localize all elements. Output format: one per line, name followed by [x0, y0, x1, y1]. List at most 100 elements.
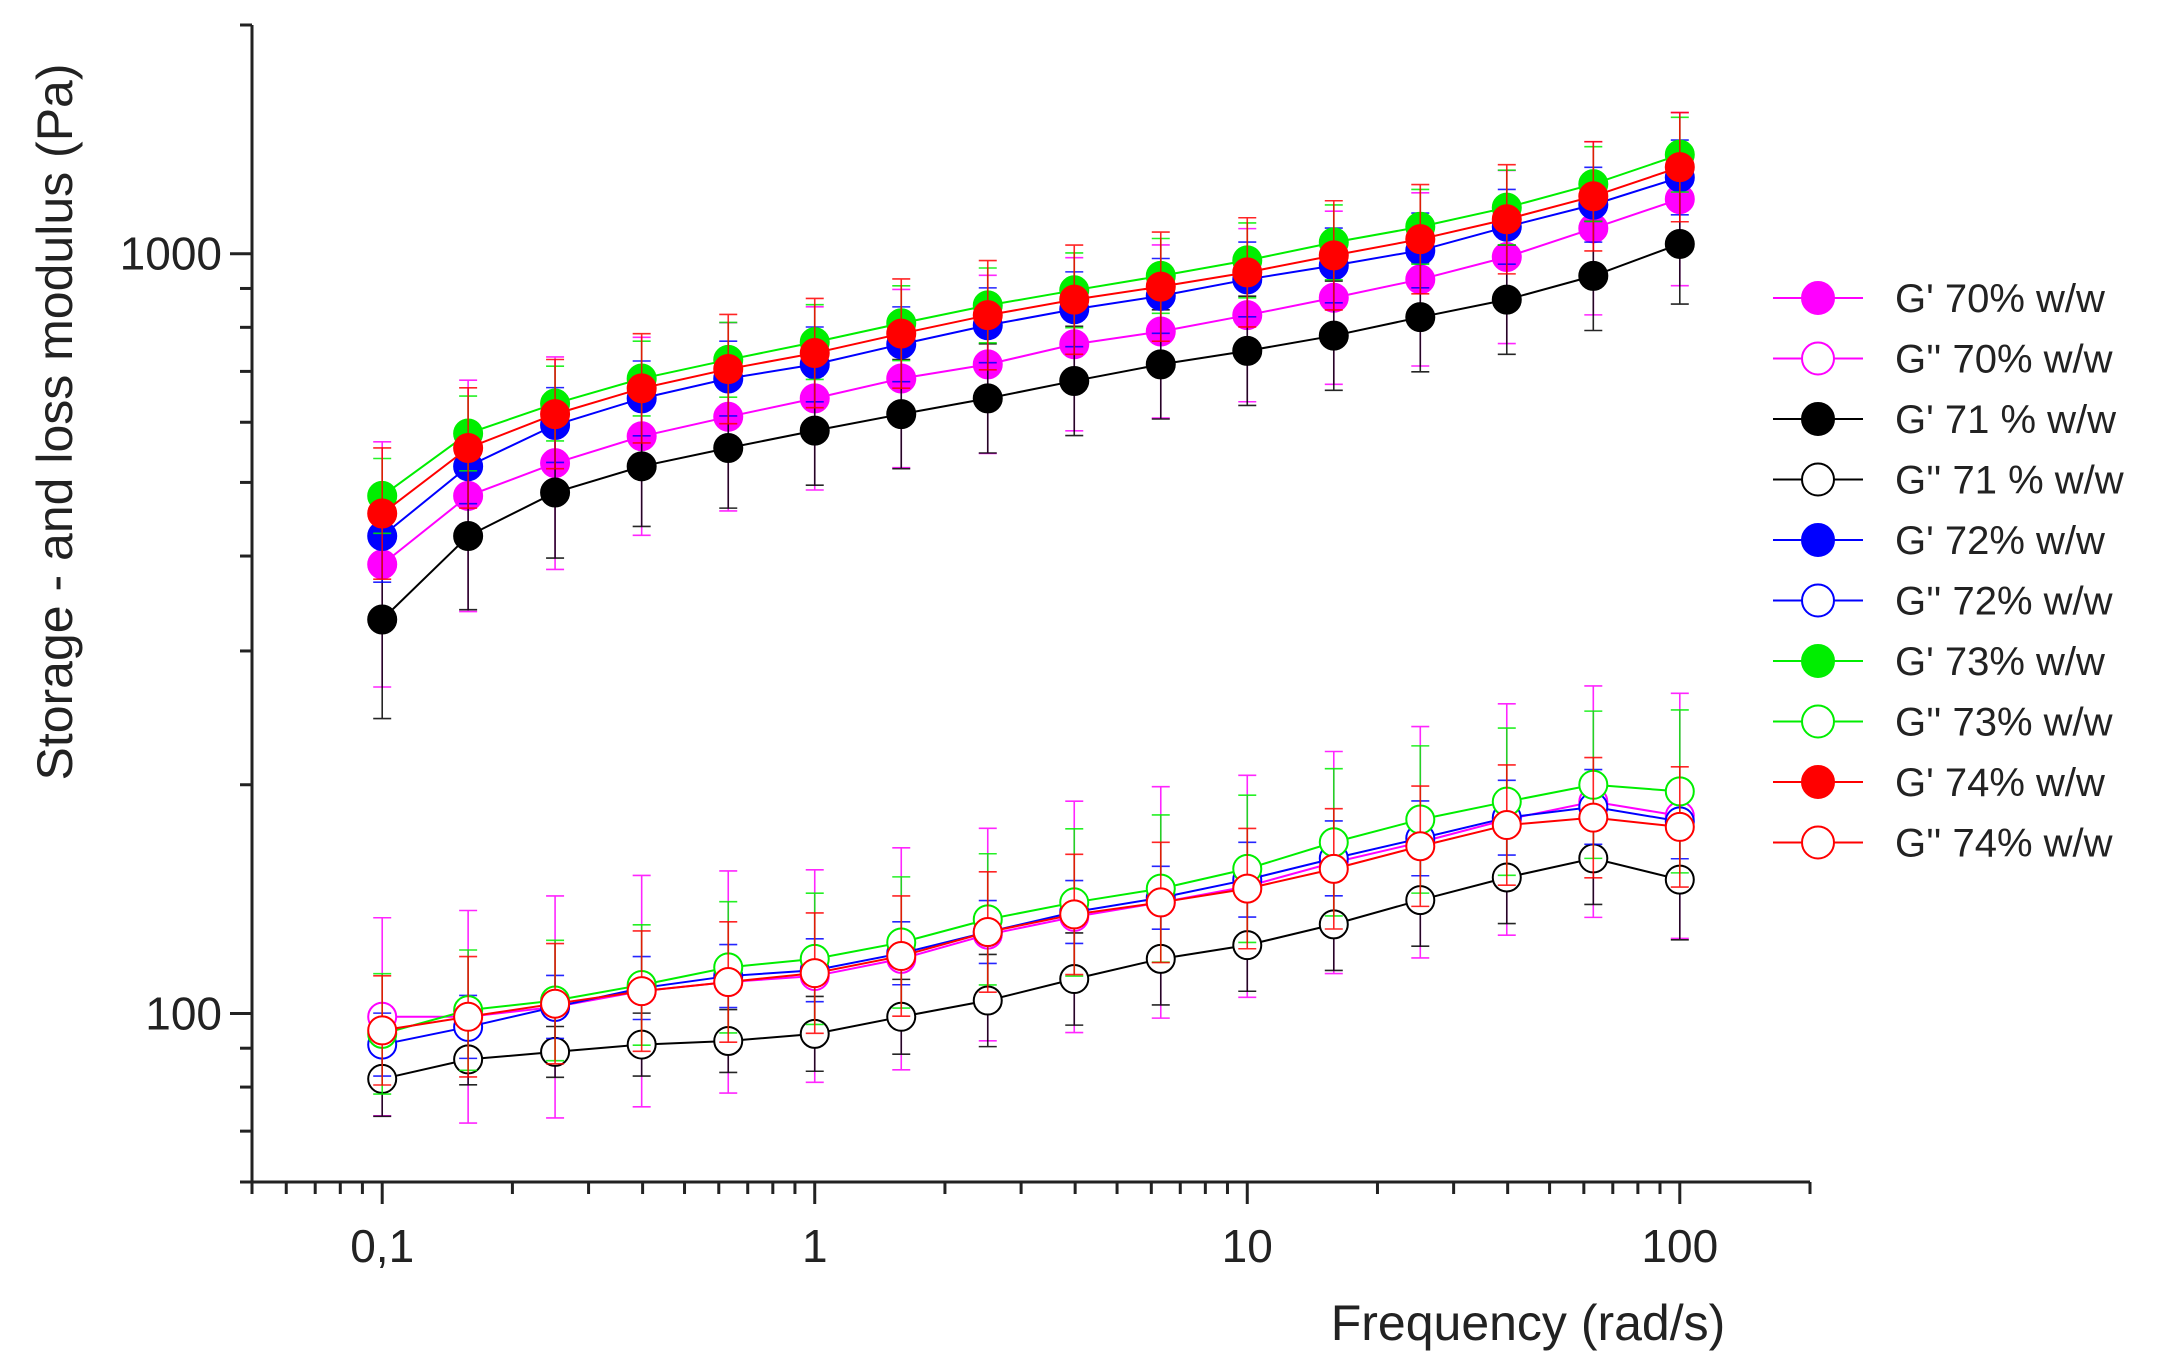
data-point	[1491, 810, 1522, 841]
legend-label: G'' 71 % w/w	[1895, 459, 2124, 503]
series-line	[381, 153, 1681, 497]
series-line	[382, 816, 1680, 1032]
legend-marker	[1801, 523, 1835, 557]
series-7	[367, 709, 1695, 1095]
series-line	[381, 198, 1681, 566]
legend-marker	[1801, 341, 1835, 376]
data-point	[886, 399, 917, 430]
axes: 0,1 1 10 100 100 1000	[120, 23, 1812, 1272]
legend-marker	[1801, 765, 1835, 799]
data-point	[799, 415, 830, 446]
data-point	[626, 373, 657, 404]
data-point	[713, 967, 744, 998]
y-axis-title: Storage - and loss modulus (Pa)	[27, 63, 83, 780]
x-axis-title: Frequency (rad/s)	[1331, 1295, 1726, 1351]
data-point	[799, 338, 830, 369]
data-point	[1145, 349, 1176, 380]
data-point	[540, 988, 571, 1019]
legend-item: G'' 73% w/w	[1773, 701, 2113, 745]
data-point	[972, 383, 1003, 414]
data-point	[453, 1001, 484, 1032]
data-point	[799, 958, 830, 989]
data-point	[540, 477, 571, 508]
data-point	[1232, 257, 1263, 288]
data-point	[1232, 873, 1263, 904]
legend-label: G' 74% w/w	[1895, 761, 2105, 805]
series-line	[381, 176, 1681, 537]
data-point	[886, 941, 917, 972]
data-point	[972, 916, 1003, 947]
data-point	[1491, 284, 1522, 315]
series-9	[367, 756, 1695, 1086]
data-point	[1318, 240, 1349, 271]
data-point	[1405, 302, 1436, 333]
data-point	[453, 521, 484, 552]
legend-label: G' 73% w/w	[1895, 640, 2105, 684]
x-tick-label: 1	[802, 1220, 828, 1272]
data-point	[626, 976, 657, 1007]
legend-marker	[1801, 825, 1835, 860]
data-point	[1405, 224, 1436, 255]
legend-label: G'' 73% w/w	[1895, 701, 2113, 745]
data-point	[1318, 853, 1349, 884]
legend-marker	[1801, 644, 1835, 678]
data-point	[1059, 284, 1090, 315]
legend-label: G' 70% w/w	[1895, 277, 2105, 321]
y-tick-label: 1000	[120, 228, 222, 280]
data-point	[886, 318, 917, 349]
x-tick-label: 10	[1222, 1220, 1273, 1272]
legend-label: G' 72% w/w	[1895, 519, 2105, 563]
legend-item: G'' 70% w/w	[1773, 338, 2113, 382]
legend-marker	[1801, 281, 1835, 315]
data-point	[1664, 811, 1695, 842]
legend-item: G'' 71 % w/w	[1773, 459, 2124, 503]
legend-label: G' 71 % w/w	[1895, 398, 2116, 442]
legend-item: G' 70% w/w	[1773, 277, 2105, 321]
legend-item: G'' 74% w/w	[1773, 822, 2113, 866]
data-point	[367, 1015, 398, 1046]
data-point	[626, 451, 657, 482]
legend-item: G' 74% w/w	[1773, 761, 2105, 805]
series-line	[381, 857, 1681, 1080]
legend-item: G' 71 % w/w	[1773, 398, 2116, 442]
legend-marker	[1801, 704, 1835, 739]
data-point	[713, 354, 744, 385]
data-point	[367, 498, 398, 529]
legend-item: G' 73% w/w	[1773, 640, 2105, 684]
data-point	[1578, 181, 1609, 212]
legend-marker	[1801, 583, 1835, 618]
data-point	[1491, 204, 1522, 235]
series-line	[381, 243, 1681, 621]
data-point	[1059, 365, 1090, 396]
legend: G' 70% w/w G'' 70% w/w G' 71 % w/w G'' 71 %…	[1773, 277, 2124, 866]
legend-label: G'' 74% w/w	[1895, 822, 2113, 866]
y-tick-label: 100	[145, 987, 222, 1039]
y-ticks: 100 1000	[120, 23, 252, 1184]
x-ticks: 0,1 1 10 100	[250, 1182, 1812, 1272]
data-point	[1664, 228, 1695, 259]
data-point	[1318, 320, 1349, 351]
data-point	[453, 432, 484, 463]
data-point	[972, 300, 1003, 331]
legend-marker	[1801, 402, 1835, 436]
data-point	[1578, 802, 1609, 833]
legend-marker	[1801, 462, 1835, 497]
legend-item: G'' 72% w/w	[1773, 580, 2113, 624]
data-point	[1232, 335, 1263, 366]
data-point	[367, 604, 398, 635]
data-point	[1405, 831, 1436, 862]
series-3	[367, 811, 1695, 1118]
data-point	[1145, 887, 1176, 918]
data-point	[1059, 899, 1090, 930]
data-point	[1578, 260, 1609, 291]
series-8	[367, 111, 1695, 580]
plot-area	[367, 111, 1695, 1124]
data-point	[713, 432, 744, 463]
x-tick-label: 100	[1641, 1220, 1718, 1272]
data-point	[1664, 152, 1695, 183]
x-tick-label: 0,1	[350, 1220, 414, 1272]
series-line	[382, 800, 1680, 1018]
data-point	[540, 399, 571, 430]
data-point	[1145, 271, 1176, 302]
